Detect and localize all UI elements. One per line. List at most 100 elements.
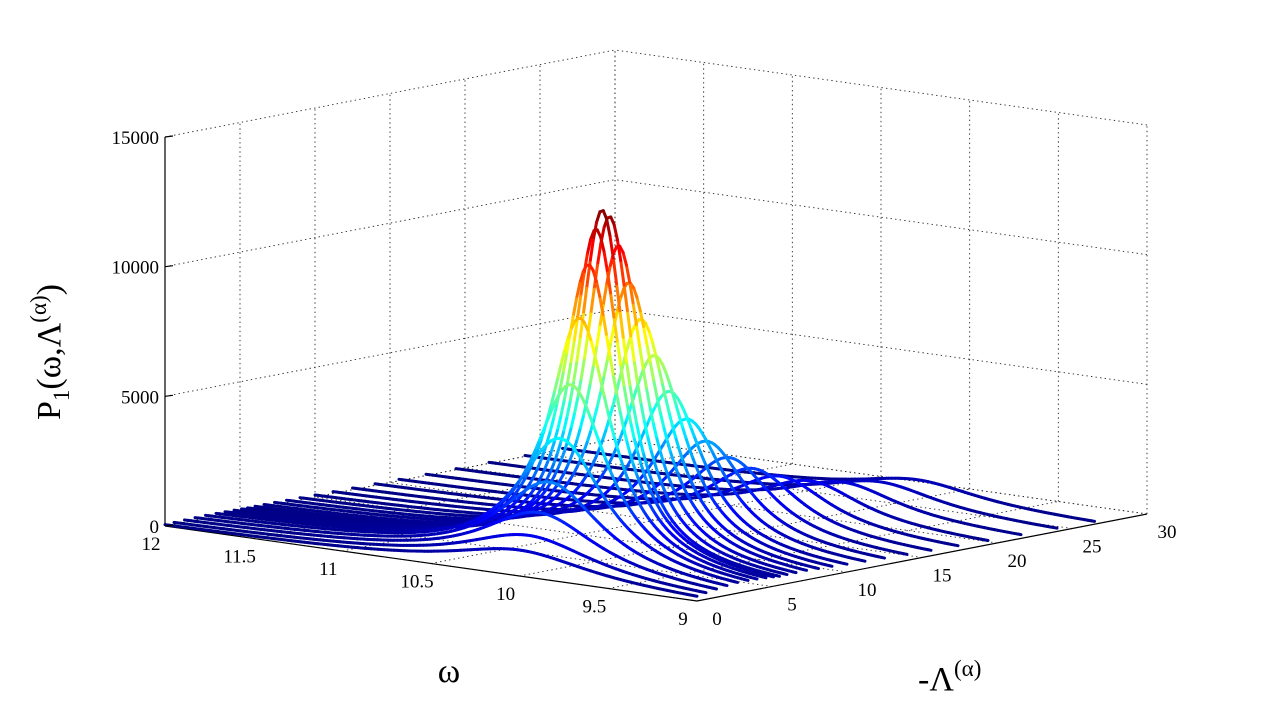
series-segment <box>602 360 609 380</box>
series-segment <box>592 350 599 368</box>
series-segment <box>677 413 684 429</box>
y-tick-label: 15 <box>933 566 952 587</box>
series-segment <box>582 441 589 454</box>
series-segment <box>602 249 609 272</box>
series-segment <box>624 437 632 454</box>
series-segment <box>632 286 639 299</box>
series-segment <box>662 424 669 441</box>
series-segment <box>645 433 653 451</box>
series-segment <box>619 457 626 471</box>
grid-line <box>430 476 882 564</box>
series-segment <box>621 423 628 441</box>
series-curve <box>204 436 739 584</box>
series-segment <box>585 430 592 445</box>
series-segment <box>575 295 583 322</box>
series-segment <box>635 449 642 465</box>
series-segment <box>665 437 672 453</box>
series-segment <box>545 451 553 465</box>
series-segment <box>654 352 661 370</box>
series-segment <box>600 447 607 460</box>
series-segment <box>648 360 656 382</box>
series-segment <box>664 469 672 482</box>
series-segment <box>559 350 566 368</box>
series-segment <box>642 325 649 346</box>
series-segment <box>658 410 666 428</box>
x-tick-label: 12 <box>142 534 161 555</box>
series-segment <box>603 456 610 468</box>
series-curve <box>172 520 708 595</box>
series-segment <box>593 428 600 442</box>
series-segment <box>634 471 642 485</box>
z-tick-label: 15000 <box>112 128 160 149</box>
series-segment <box>687 445 694 459</box>
y-axis-label-sup: (α) <box>954 656 981 681</box>
series-segment <box>581 286 589 316</box>
series-segment <box>654 434 662 451</box>
series-layer <box>163 209 1096 598</box>
series-segment <box>595 242 603 267</box>
series-segment <box>680 425 688 439</box>
grid-line <box>164 49 616 138</box>
series-segment <box>619 259 626 287</box>
series-segment <box>561 416 569 435</box>
z-tick-label: 0 <box>150 517 160 538</box>
series-segment <box>695 442 703 455</box>
series-segment <box>618 287 626 301</box>
series-segment <box>549 391 556 408</box>
series-segment <box>595 364 603 383</box>
series-segment <box>650 339 658 356</box>
series-segment <box>609 291 616 319</box>
series-segment <box>605 217 612 237</box>
series-segment <box>634 323 642 349</box>
x-tick-label: 9.5 <box>582 597 606 618</box>
series-segment <box>621 251 628 267</box>
series-segment <box>585 237 593 256</box>
series-segment <box>658 447 665 463</box>
ticks-layer: 99.51010.51111.5120510152025300500010000… <box>112 128 1177 630</box>
series-segment <box>595 392 602 410</box>
y-tick-label: 5 <box>787 595 797 616</box>
z-axis-label-args: (ω,Λ <box>31 322 68 389</box>
series-segment <box>631 301 638 327</box>
series-curve <box>163 523 699 598</box>
series-segment <box>638 437 645 454</box>
y-axis-label-main: -Λ <box>918 661 954 698</box>
series-segment <box>595 210 602 224</box>
series-segment <box>605 268 613 295</box>
series-segment <box>628 280 635 305</box>
series-segment <box>638 345 645 370</box>
series-segment <box>670 423 678 439</box>
series-segment <box>677 446 684 460</box>
series-segment <box>647 329 654 343</box>
series-segment <box>612 434 619 450</box>
grid-line <box>608 501 1059 589</box>
series-segment <box>664 370 671 384</box>
series-segment <box>628 450 635 465</box>
x-tick-label: 9 <box>678 609 688 630</box>
series-segment <box>590 419 597 432</box>
series-segment <box>585 384 592 404</box>
series-segment <box>599 235 606 253</box>
series-segment <box>685 417 693 429</box>
series-segment <box>551 404 559 422</box>
series-segment <box>565 400 572 420</box>
series-segment <box>635 421 642 441</box>
series-segment <box>642 418 649 437</box>
series-segment <box>615 446 623 461</box>
grid-line <box>164 179 616 268</box>
series-segment <box>556 364 563 381</box>
z-tick-label: 10000 <box>112 258 160 279</box>
series-segment <box>586 410 594 423</box>
z-tick-mark <box>164 394 174 397</box>
z-axis-label-close: ) <box>31 284 68 295</box>
series-segment <box>690 455 698 468</box>
series-curve <box>373 455 909 556</box>
series-segment <box>675 469 682 481</box>
series-segment <box>648 404 655 424</box>
series-segment <box>674 435 681 450</box>
series-segment <box>622 467 629 480</box>
series-segment <box>631 403 639 425</box>
series-segment <box>596 438 604 451</box>
series-segment <box>574 281 582 301</box>
